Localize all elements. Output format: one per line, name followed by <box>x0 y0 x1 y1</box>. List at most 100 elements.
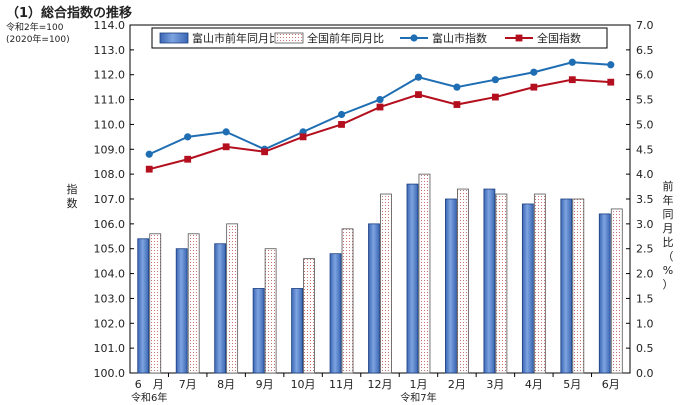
x-tick-label: 3月 <box>486 378 504 391</box>
bar-toyama-yoy <box>521 203 534 374</box>
chart-title: （1）総合指数の推移 <box>6 6 133 21</box>
point-toyama-index <box>530 68 538 76</box>
x-tick-label: 9月 <box>256 378 274 391</box>
bar-toyama-yoy <box>368 223 380 374</box>
right-axis-label: 前年同月比（%） <box>662 180 674 291</box>
bar-national-yoy <box>226 223 239 374</box>
bar-national-yoy <box>341 228 354 374</box>
point-national-index <box>607 78 615 86</box>
point-toyama-index <box>337 110 346 119</box>
plot-frame <box>129 24 631 374</box>
right-tick-label: 3.5 <box>636 193 654 206</box>
bar-national-yoy <box>187 233 200 374</box>
bar-toyama-yoy <box>214 243 227 374</box>
right-tick-label: 4.0 <box>636 168 654 181</box>
point-toyama-index <box>414 73 423 81</box>
point-national-index <box>491 93 499 101</box>
left-tick-label: 110.0 <box>94 118 126 131</box>
bar-national-yoy <box>495 193 508 374</box>
bar-national-yoy <box>457 188 469 374</box>
base-note-2: (2020年=100) <box>6 35 70 45</box>
bar-national-yoy <box>149 233 162 374</box>
right-tick-label: 5.5 <box>636 94 654 107</box>
x-tick-label: 2月 <box>448 378 466 391</box>
legend-box <box>151 27 608 49</box>
point-national-index <box>415 91 422 98</box>
legend-label: 全国前年同月比 <box>307 31 384 45</box>
left-tick-label: 104.0 <box>94 268 126 281</box>
bar-toyama-yoy <box>445 198 457 374</box>
right-tick-label: 1.0 <box>636 317 654 330</box>
point-toyama-index <box>568 58 576 66</box>
point-toyama-index <box>145 150 153 158</box>
left-tick-label: 106.0 <box>94 218 126 231</box>
point-national-index <box>338 121 345 128</box>
right-tick-label: 6.0 <box>636 69 654 82</box>
point-national-index <box>145 165 153 173</box>
bar-toyama-yoy <box>329 253 342 374</box>
left-tick-label: 103.0 <box>94 292 126 305</box>
point-national-index <box>222 143 230 151</box>
point-national-index <box>184 155 192 163</box>
point-toyama-index <box>607 61 615 69</box>
left-tick-label: 101.0 <box>94 342 126 355</box>
right-tick-label: 6.5 <box>636 44 654 57</box>
left-axis-label: 指数 <box>66 183 78 210</box>
era-label: 令和6年 <box>131 391 167 404</box>
bar-national-yoy <box>610 208 623 374</box>
x-tick-label: 8月 <box>217 378 235 391</box>
bar-national-yoy <box>533 193 546 374</box>
right-tick-label: 7.0 <box>636 19 654 32</box>
bar-toyama-yoy <box>560 198 573 374</box>
x-tick-label: 4月 <box>525 378 543 391</box>
right-tick-label: 0.5 <box>636 342 654 355</box>
right-tick-label: 0.0 <box>636 367 654 380</box>
point-national-index <box>376 103 384 111</box>
left-tick-label: 113.0 <box>94 44 126 57</box>
x-tick-label: 6 月 <box>135 378 164 391</box>
left-tick-label: 114.0 <box>94 19 126 32</box>
point-toyama-index <box>491 76 499 84</box>
x-tick-label: 7月 <box>179 378 197 391</box>
point-toyama-index <box>222 128 230 136</box>
left-tick-label: 100.0 <box>94 367 126 380</box>
x-tick-label: 6月 <box>602 378 620 391</box>
left-tick-label: 105.0 <box>94 243 126 256</box>
x-tick-label: 11月 <box>329 378 354 391</box>
left-tick-label: 112.0 <box>94 69 126 82</box>
point-toyama-index <box>376 95 384 104</box>
x-tick-label: 1月 <box>409 378 427 391</box>
x-tick-label: 10月 <box>291 378 316 391</box>
right-tick-label: 1.5 <box>636 292 654 305</box>
bar-toyama-yoy <box>252 288 265 374</box>
bar-national-yoy <box>572 198 585 374</box>
bar-national-yoy <box>380 193 392 374</box>
line-national-index <box>148 78 611 171</box>
legend-swatch-national-yoy <box>274 32 304 44</box>
point-national-index <box>261 148 269 156</box>
legend-marker-toyama-index <box>410 34 418 42</box>
left-tick-label: 108.0 <box>94 168 126 181</box>
bar-national-yoy <box>418 173 431 374</box>
bar-toyama-yoy <box>598 213 611 374</box>
right-tick-label: 2.5 <box>636 243 654 256</box>
legend-marker-national-index <box>515 34 523 42</box>
point-toyama-index <box>184 133 192 141</box>
x-tick-label: 12月 <box>368 378 393 391</box>
left-tick-label: 109.0 <box>94 143 126 156</box>
bar-toyama-yoy <box>406 183 419 374</box>
bar-toyama-yoy <box>483 188 496 374</box>
right-tick-label: 2.0 <box>636 268 654 281</box>
bar-toyama-yoy <box>137 238 150 374</box>
base-note-1: 令和2年=100 <box>6 23 64 33</box>
left-tick-label: 111.0 <box>94 94 126 107</box>
point-toyama-index <box>453 83 461 91</box>
era-label: 令和7年 <box>400 391 436 404</box>
point-national-index <box>453 101 461 108</box>
point-national-index <box>568 76 576 84</box>
right-tick-label: 3.0 <box>636 218 654 231</box>
bar-national-yoy <box>303 258 315 374</box>
bar-toyama-yoy <box>291 288 303 374</box>
legend-swatch-toyama-yoy <box>159 32 189 44</box>
